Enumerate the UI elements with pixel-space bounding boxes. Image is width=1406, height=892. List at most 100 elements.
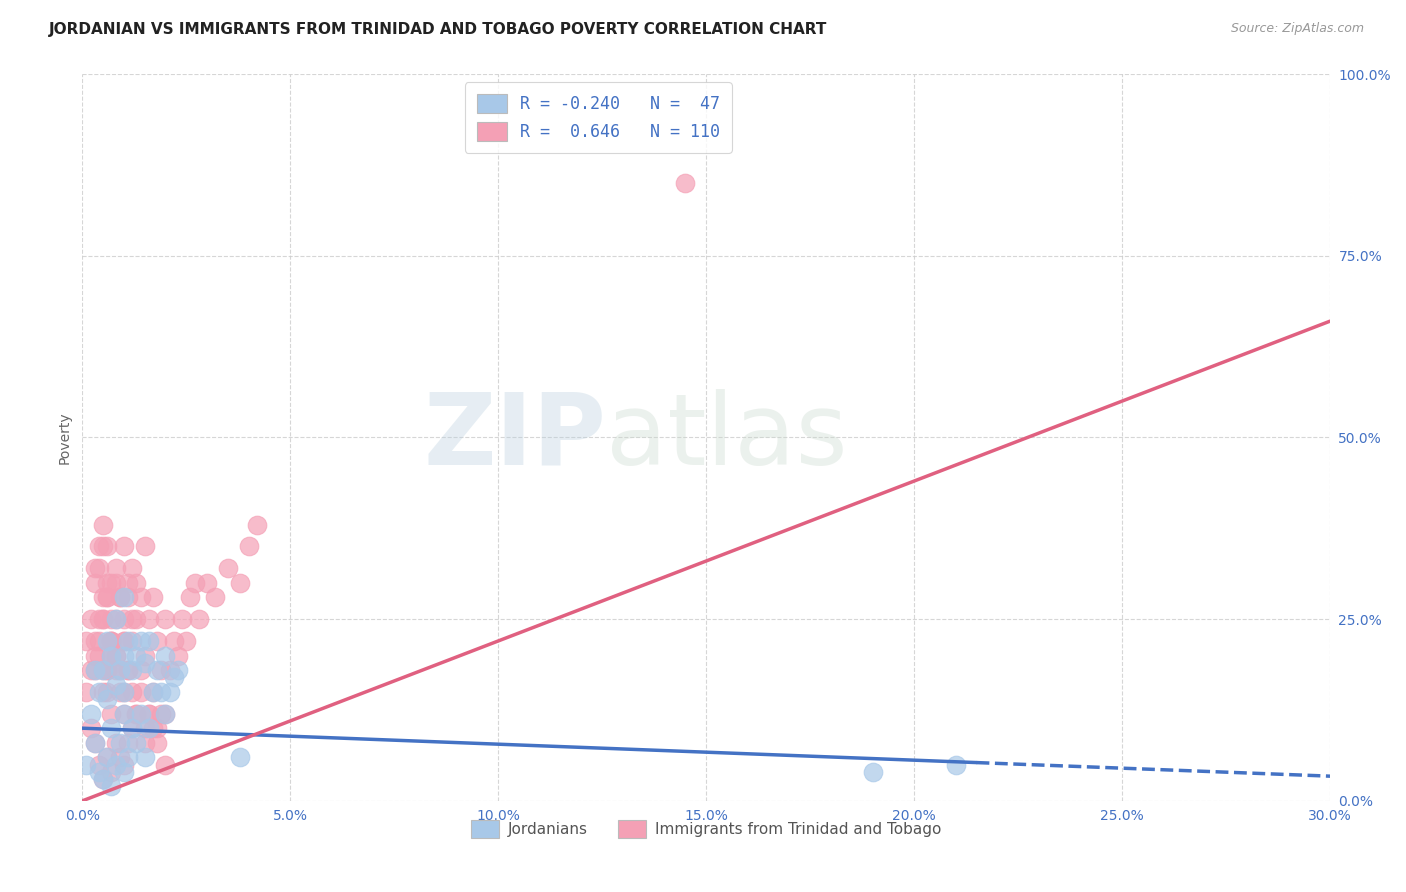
Point: [138, 634, 160, 648]
Point: [134, 656, 156, 670]
Point: [91, 772, 114, 786]
Point: [112, 706, 135, 721]
Point: [179, 591, 201, 605]
Point: [104, 575, 127, 590]
Point: [217, 561, 239, 575]
Point: [87, 561, 110, 575]
Point: [121, 663, 143, 677]
Point: [100, 575, 122, 590]
Point: [108, 663, 131, 677]
Point: [83, 634, 105, 648]
Point: [100, 634, 122, 648]
Point: [146, 663, 169, 677]
Point: [167, 663, 190, 677]
Point: [150, 706, 173, 721]
Point: [121, 685, 143, 699]
Point: [112, 540, 135, 554]
Point: [96, 591, 118, 605]
Point: [134, 540, 156, 554]
Point: [155, 757, 177, 772]
Point: [91, 540, 114, 554]
Point: [96, 685, 118, 699]
Point: [112, 634, 135, 648]
Point: [83, 575, 105, 590]
Point: [100, 634, 122, 648]
Point: [96, 663, 118, 677]
Point: [138, 706, 160, 721]
Point: [91, 663, 114, 677]
Point: [96, 750, 118, 764]
Point: [229, 750, 252, 764]
Point: [96, 591, 118, 605]
Point: [125, 706, 148, 721]
Point: [91, 772, 114, 786]
Point: [79, 663, 101, 677]
Point: [83, 736, 105, 750]
Point: [104, 663, 127, 677]
Point: [155, 612, 177, 626]
Point: [96, 575, 118, 590]
Point: [100, 634, 122, 648]
Y-axis label: Poverty: Poverty: [58, 411, 72, 464]
Point: [112, 764, 135, 779]
Point: [142, 721, 165, 735]
Point: [172, 612, 194, 626]
Point: [159, 685, 181, 699]
Point: [673, 176, 696, 190]
Point: [112, 685, 135, 699]
Point: [134, 648, 156, 663]
Text: JORDANIAN VS IMMIGRANTS FROM TRINIDAD AND TOBAGO POVERTY CORRELATION CHART: JORDANIAN VS IMMIGRANTS FROM TRINIDAD AN…: [49, 22, 828, 37]
Point: [117, 634, 139, 648]
Point: [129, 706, 152, 721]
Point: [117, 591, 139, 605]
Point: [100, 780, 122, 794]
Point: [91, 612, 114, 626]
Point: [155, 706, 177, 721]
Point: [129, 685, 152, 699]
Point: [87, 634, 110, 648]
Text: ZIP: ZIP: [423, 389, 606, 486]
Point: [96, 692, 118, 706]
Point: [96, 540, 118, 554]
Point: [108, 736, 131, 750]
Point: [91, 612, 114, 626]
Point: [104, 612, 127, 626]
Point: [159, 663, 181, 677]
Point: [112, 706, 135, 721]
Point: [155, 648, 177, 663]
Legend: Jordanians, Immigrants from Trinidad and Tobago: Jordanians, Immigrants from Trinidad and…: [465, 814, 948, 844]
Point: [142, 685, 165, 699]
Point: [862, 764, 884, 779]
Point: [83, 648, 105, 663]
Point: [104, 757, 127, 772]
Point: [146, 736, 169, 750]
Point: [146, 634, 169, 648]
Point: [108, 750, 131, 764]
Point: [138, 706, 160, 721]
Point: [83, 663, 105, 677]
Point: [125, 575, 148, 590]
Point: [138, 721, 160, 735]
Point: [100, 612, 122, 626]
Point: [91, 517, 114, 532]
Point: [104, 648, 127, 663]
Point: [79, 706, 101, 721]
Point: [125, 612, 148, 626]
Point: [112, 648, 135, 663]
Point: [134, 750, 156, 764]
Point: [108, 591, 131, 605]
Point: [100, 764, 122, 779]
Point: [121, 721, 143, 735]
Point: [150, 663, 173, 677]
Point: [100, 648, 122, 663]
Point: [79, 721, 101, 735]
Point: [121, 634, 143, 648]
Point: [79, 612, 101, 626]
Point: [91, 685, 114, 699]
Point: [246, 517, 269, 532]
Point: [117, 663, 139, 677]
Point: [112, 757, 135, 772]
Point: [100, 721, 122, 735]
Point: [129, 634, 152, 648]
Point: [96, 750, 118, 764]
